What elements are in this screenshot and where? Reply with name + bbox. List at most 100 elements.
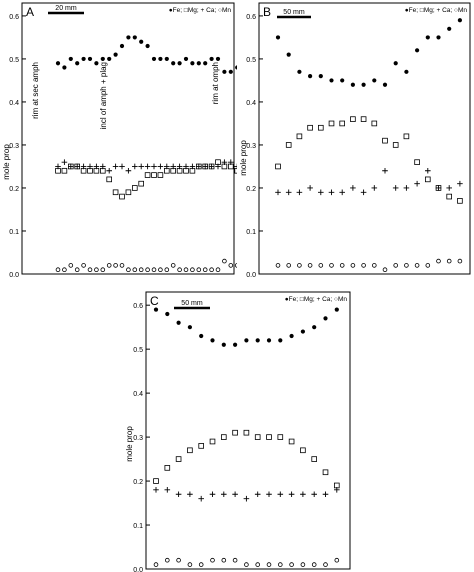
- point-mg: [266, 434, 272, 440]
- point-fe: [187, 325, 192, 330]
- point-mn: [187, 562, 193, 567]
- point-mn: [210, 557, 215, 563]
- point-fe: [68, 56, 73, 62]
- point-ca: [457, 180, 463, 187]
- legend-label-ca: Ca: [206, 7, 215, 14]
- point-ca: [74, 163, 80, 170]
- panel-label: A: [26, 5, 34, 19]
- point-mg: [157, 172, 164, 178]
- legend-marker: +: [316, 296, 322, 303]
- point-ca: [414, 180, 420, 187]
- point-mg: [209, 438, 216, 445]
- point-fe: [164, 56, 169, 62]
- point-fe: [436, 35, 441, 40]
- legend-marker: ●: [285, 296, 289, 303]
- point-mn: [198, 562, 204, 567]
- point-ca: [106, 167, 112, 174]
- point-fe: [415, 48, 420, 53]
- point-mn: [289, 562, 294, 567]
- point-mg: [138, 180, 145, 187]
- legend-separator: ;: [214, 7, 218, 14]
- point-fe: [190, 61, 195, 66]
- point-mg: [288, 438, 295, 445]
- y-tick-label: 0.2: [9, 186, 19, 193]
- point-mg: [164, 465, 171, 471]
- y-axis-title: mole prop: [125, 426, 134, 462]
- legend-marker: +: [436, 7, 442, 14]
- point-fe: [158, 56, 163, 62]
- point-fe: [286, 52, 291, 57]
- point-fe: [153, 307, 159, 312]
- panel-b: 0.0 0.1 0.2 0.3 0.4 0.5 0.6 mole prop B 50 mm ●Fe;…: [239, 2, 471, 279]
- point-mn: [425, 263, 431, 268]
- legend-label-mg: Mg: [304, 296, 313, 303]
- point-mg: [300, 447, 306, 454]
- y-tick-label: 0.6: [246, 14, 256, 21]
- point-mn: [234, 263, 237, 268]
- y-tick-label: 0.5: [9, 57, 19, 64]
- point-fe: [62, 65, 67, 70]
- point-mg: [328, 120, 335, 127]
- point-mn: [164, 267, 170, 272]
- point-ca: [288, 491, 295, 498]
- point-ca: [285, 189, 292, 196]
- plot-frame: [258, 2, 471, 275]
- y-tick-label: 0.3: [246, 143, 256, 150]
- point-ca: [232, 491, 238, 498]
- point-fe: [132, 35, 137, 40]
- legend-separator: ;: [180, 7, 184, 14]
- panel-a: 0.0 0.1 0.2 0.3 0.4 0.5 0.6 mole prop A 20 mm ●Fe;…: [2, 2, 237, 279]
- point-ca: [307, 185, 313, 191]
- point-mg: [307, 124, 313, 131]
- scale-bar-label: 50 mm: [283, 9, 305, 16]
- point-fe: [75, 61, 80, 66]
- point-ca: [254, 491, 261, 498]
- point-ca: [318, 189, 324, 196]
- point-fe: [404, 69, 409, 74]
- legend: ●Fe; □Mg; + Ca; ○Mn: [405, 7, 468, 14]
- y-tick-label: 0.0: [9, 272, 19, 279]
- point-fe: [199, 333, 204, 339]
- point-fe: [165, 311, 170, 317]
- point-mn: [100, 267, 106, 272]
- point-fe: [323, 316, 328, 321]
- y-tick-label: 0.3: [9, 143, 19, 150]
- y-tick-label: 0.1: [9, 229, 19, 236]
- point-ca: [164, 163, 170, 170]
- point-mn: [307, 263, 313, 268]
- point-mn: [87, 267, 93, 272]
- annotation: incl of amph + plag: [99, 62, 108, 129]
- point-fe: [382, 82, 388, 87]
- legend: ●Fe; □Mg; + Ca; ○Mn: [169, 7, 232, 14]
- point-mn: [126, 267, 131, 272]
- point-mg: [392, 142, 399, 148]
- point-ca: [175, 491, 182, 498]
- legend-separator: ;: [330, 296, 334, 303]
- point-fe: [233, 342, 238, 347]
- legend-separator: ;: [416, 7, 420, 14]
- point-fe: [100, 56, 105, 62]
- point-mn: [266, 562, 272, 567]
- plot-frame: [21, 2, 235, 275]
- point-mn: [255, 562, 261, 567]
- point-mn: [81, 263, 86, 268]
- point-mg: [234, 167, 237, 174]
- point-fe: [300, 329, 305, 334]
- point-ca: [209, 491, 216, 498]
- point-ca: [392, 185, 399, 191]
- point-fe: [145, 43, 150, 49]
- point-ca: [187, 491, 193, 498]
- point-ca: [100, 163, 106, 170]
- point-fe: [222, 69, 227, 74]
- point-mn: [318, 263, 324, 268]
- legend-marker: ○: [218, 7, 222, 14]
- point-ca: [202, 163, 208, 170]
- y-axis-title: mole prop: [239, 140, 248, 176]
- point-ca: [425, 167, 431, 174]
- point-ca: [153, 487, 159, 493]
- point-fe: [215, 56, 221, 62]
- point-mg: [457, 198, 463, 204]
- point-ca: [234, 163, 237, 170]
- point-mn: [151, 267, 157, 272]
- point-fe: [171, 61, 176, 66]
